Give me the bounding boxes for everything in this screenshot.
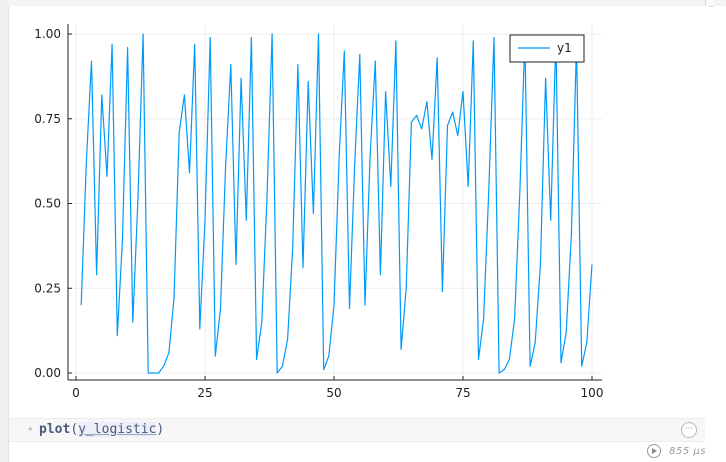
runtime-label: 855 μs (669, 445, 706, 457)
code-function: plot (39, 422, 71, 437)
cell-input[interactable]: • plot(y_logistic) ··· (9, 418, 705, 442)
notebook-top-gutter (8, 0, 726, 6)
x-tick-label: 75 (455, 386, 470, 400)
x-tick-label: 50 (326, 386, 341, 400)
y-tick-label: 0.75 (34, 112, 61, 126)
code-open-paren: ( (70, 422, 79, 437)
legend-label: y1 (557, 41, 572, 55)
play-circle-icon[interactable] (647, 444, 662, 458)
line-chart: 0 25 50 75 100 0.00 0.25 0.50 0.75 1.00 y1 (34, 24, 604, 400)
more-options-icon[interactable]: ··· (681, 422, 697, 438)
code-close-paren: ) (156, 422, 165, 437)
series-line-y1 (80, 33, 593, 374)
y-tick-label: 1.00 (34, 27, 61, 41)
x-tick-label: 100 (581, 386, 604, 400)
cell-corner-marker (705, 0, 714, 7)
y-tick-label: 0.25 (34, 281, 61, 295)
cell-output: 0 25 50 75 100 0.00 0.25 0.50 0.75 1.00 y1 (9, 6, 709, 418)
code-argument: y_logistic (78, 422, 157, 437)
code-line[interactable]: plot(y_logistic) (39, 422, 164, 437)
y-tick-label: 0.50 (34, 197, 61, 211)
x-tick-label: 25 (197, 386, 212, 400)
run-status: 855 μs (647, 443, 706, 459)
notebook-left-gutter (0, 0, 9, 462)
cell-input-marker: • (27, 423, 34, 436)
x-tick-label: 0 (72, 386, 80, 400)
y-tick-label: 0.00 (34, 366, 61, 380)
